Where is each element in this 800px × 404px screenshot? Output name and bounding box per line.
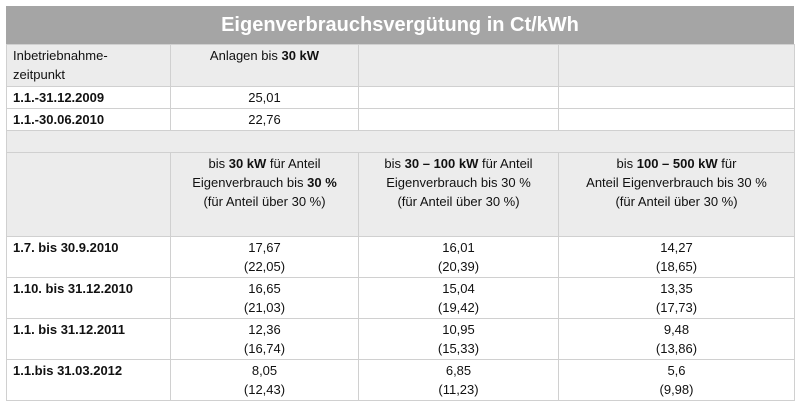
- header-text: Anlagen bis: [209, 48, 282, 63]
- header-text: Eigenverbrauch bis 30 %: [386, 175, 531, 190]
- cell: 16,65 (21,03): [170, 277, 359, 319]
- empty-cell: [6, 130, 795, 153]
- row-label: 1.1.-30.06.2010: [6, 108, 171, 131]
- empty-cell: [6, 152, 171, 237]
- cell-text: (16,74): [243, 341, 286, 356]
- cell: 10,95 (15,33): [358, 318, 559, 360]
- header-text: für Anteil: [266, 156, 321, 171]
- cell: 25,01: [170, 86, 359, 109]
- header-text: (für Anteil über 30 %): [203, 194, 326, 209]
- header-text: zeitpunkt: [13, 67, 66, 82]
- cell: 9,48 (13,86): [558, 318, 795, 360]
- empty-cell: [358, 108, 559, 131]
- row: 1.7. bis 30.9.2010 17,67 (22,05) 16,01 (20,3…: [6, 236, 795, 278]
- cell-text: (20,39): [437, 259, 480, 274]
- header-row: Inbetriebnahme-zeitpunkt Anlagen bis 30 …: [6, 44, 795, 87]
- cell-text: 5,6: [667, 363, 686, 378]
- header-text: Inbetriebnahme-: [13, 48, 108, 63]
- cell-text: (19,42): [437, 300, 480, 315]
- row-label: 1.1. bis 31.12.2011: [6, 318, 171, 360]
- cell: 5,6 (9,98): [558, 359, 795, 401]
- header-text: Anteil Eigenverbrauch bis 30 %: [586, 175, 767, 190]
- row-label: 1.1.bis 31.03.2012: [6, 359, 171, 401]
- row: 1.1.-30.06.2010 22,76: [6, 108, 795, 131]
- header-text: für: [717, 156, 737, 171]
- cell-text: 13,35: [660, 281, 693, 296]
- empty-cell: [558, 86, 795, 109]
- header-text: bis: [208, 156, 229, 171]
- spacer-row: [6, 130, 795, 153]
- header-text: Eigenverbrauch bis: [192, 175, 308, 190]
- cell-text: (21,03): [243, 300, 286, 315]
- header-row: bis 30 kW für Anteil Eigenverbrauch bis 3…: [6, 152, 795, 237]
- title: Eigenverbrauchsvergütung in Ct/kWh: [6, 6, 794, 44]
- cell: 6,85 (11,23): [358, 359, 559, 401]
- header-text: 30 %: [307, 175, 337, 190]
- header-cell: Anlagen bis 30 kW: [170, 44, 359, 87]
- cell-text: 10,95: [442, 322, 475, 337]
- cell: 13,35 (17,73): [558, 277, 795, 319]
- empty-cell: [358, 44, 559, 87]
- row-label: 1.1.-31.12.2009: [6, 86, 171, 109]
- header-text: 100 – 500 kW: [636, 156, 718, 171]
- cell-text: (12,43): [243, 382, 286, 397]
- header-cell: Inbetriebnahme-zeitpunkt: [6, 44, 171, 87]
- header-text: für Anteil: [478, 156, 533, 171]
- header-text: (für Anteil über 30 %): [397, 194, 520, 209]
- cell: 17,67 (22,05): [170, 236, 359, 278]
- cell-text: 16,65: [248, 281, 281, 296]
- table: Inbetriebnahme-zeitpunkt Anlagen bis 30 …: [6, 44, 795, 401]
- row: 1.1.-31.12.2009 25,01: [6, 86, 795, 109]
- cell-text: 17,67: [248, 240, 281, 255]
- cell-text: (22,05): [243, 259, 286, 274]
- cell-text: 8,05: [251, 363, 278, 378]
- empty-cell: [558, 108, 795, 131]
- empty-cell: [558, 44, 795, 87]
- header-cell: bis 30 kW für Anteil Eigenverbrauch bis 3…: [170, 152, 359, 237]
- cell: 16,01 (20,39): [358, 236, 559, 278]
- header-text: 30 – 100 kW: [404, 156, 479, 171]
- header-cell: bis 30 – 100 kW für Anteil Eigenverbrauch…: [358, 152, 559, 237]
- cell-text: (9,98): [659, 382, 694, 397]
- cell-text: 9,48: [663, 322, 690, 337]
- cell-text: (15,33): [437, 341, 480, 356]
- table-body: Inbetriebnahme-zeitpunkt Anlagen bis 30 …: [6, 44, 795, 401]
- cell-text: 12,36: [248, 322, 281, 337]
- empty-cell: [358, 86, 559, 109]
- row-label: 1.10. bis 31.12.2010: [6, 277, 171, 319]
- header-text: 30 kW: [228, 156, 267, 171]
- cell-text: (17,73): [655, 300, 698, 315]
- cell: 22,76: [170, 108, 359, 131]
- header-text: bis: [616, 156, 637, 171]
- cell: 14,27 (18,65): [558, 236, 795, 278]
- cell-text: 15,04: [442, 281, 475, 296]
- header-text: bis: [384, 156, 405, 171]
- cell-text: 16,01: [442, 240, 475, 255]
- row: 1.1.bis 31.03.2012 8,05 (12,43) 6,85 (11,23)…: [6, 359, 795, 401]
- header-cell: bis 100 – 500 kW für Anteil Eigenverbrauc…: [558, 152, 795, 237]
- cell: 15,04 (19,42): [358, 277, 559, 319]
- header-text: (für Anteil über 30 %): [615, 194, 738, 209]
- row-label: 1.7. bis 30.9.2010: [6, 236, 171, 278]
- cell-text: (11,23): [438, 382, 479, 397]
- cell: 12,36 (16,74): [170, 318, 359, 360]
- row: 1.1. bis 31.12.2011 12,36 (16,74) 10,95 (15,…: [6, 318, 795, 360]
- cell-text: 6,85: [445, 363, 472, 378]
- cell-text: 14,27: [660, 240, 693, 255]
- cell: 8,05 (12,43): [170, 359, 359, 401]
- header-text: 30 kW: [281, 48, 320, 63]
- row: 1.10. bis 31.12.2010 16,65 (21,03) 15,04 (19…: [6, 277, 795, 319]
- cell-text: (18,65): [655, 259, 698, 274]
- cell-text: (13,86): [655, 341, 698, 356]
